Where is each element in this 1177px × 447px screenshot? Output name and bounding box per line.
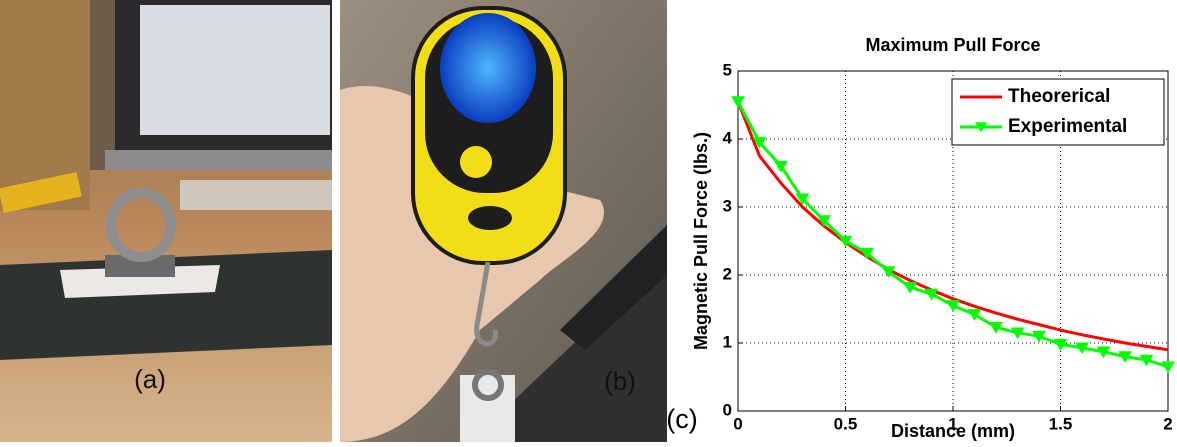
figure: (a) (b) (c) Maximum Pull Force Distance … <box>0 0 1177 442</box>
y-tick-label: 1 <box>723 332 732 351</box>
legend-label: Experimental <box>1008 116 1127 137</box>
panel-label: (b) <box>604 366 636 396</box>
chart-title: Maximum Pull Force <box>865 35 1040 55</box>
x-tick-label: 0 <box>733 414 742 433</box>
panel-label: (c) <box>666 404 697 434</box>
y-tick-label: 0 <box>723 400 732 419</box>
legend-label: Theorerical <box>1008 86 1110 107</box>
y-tick-label: 4 <box>723 128 733 147</box>
x-tick-label: 0.5 <box>834 414 858 433</box>
y-tick-label: 5 <box>723 60 732 79</box>
y-axis-label: Magnetic Pull Force (lbs.) <box>691 132 711 350</box>
y-tick-label: 3 <box>723 196 732 215</box>
x-tick-label: 2 <box>1163 414 1172 433</box>
photo-a <box>0 0 332 442</box>
chart: Maximum Pull Force Distance (mm) Magneti… <box>691 35 1174 441</box>
y-tick-label: 2 <box>723 264 732 283</box>
panel-label: (a) <box>134 364 166 394</box>
x-tick-label: 1 <box>948 414 957 433</box>
x-tick-label: 1.5 <box>1049 414 1073 433</box>
